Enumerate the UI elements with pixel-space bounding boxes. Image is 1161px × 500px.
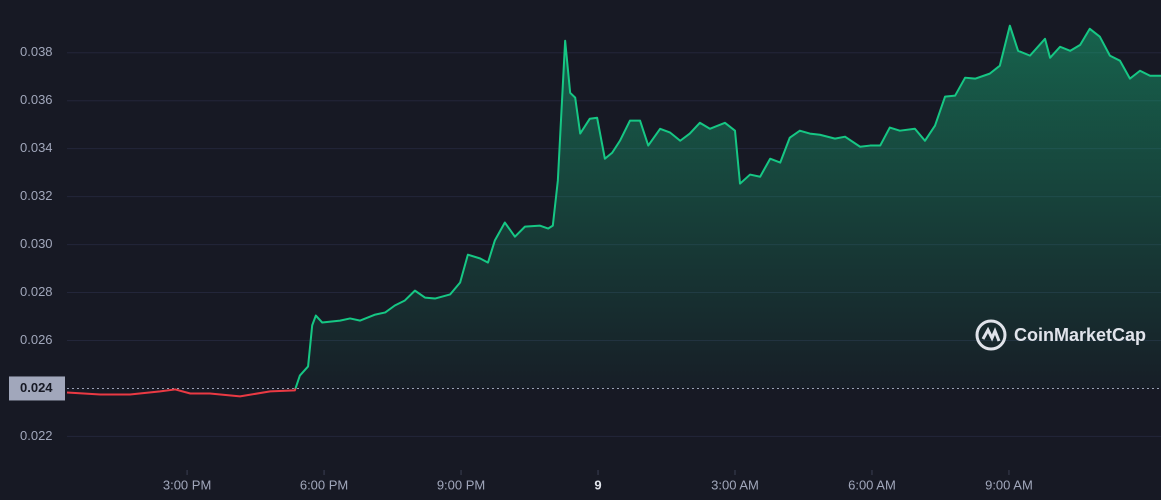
y-tick-label: 0.038: [20, 44, 53, 59]
y-tick-label: 0.030: [20, 236, 53, 251]
x-tick-label: 3:00 PM: [163, 477, 211, 492]
y-tick-label: 0.024: [20, 380, 53, 395]
x-tick-label: 6:00 PM: [300, 477, 348, 492]
x-tick-label: 9:00 AM: [985, 477, 1033, 492]
watermark-logo: [975, 319, 1007, 351]
x-tick-label: 6:00 AM: [848, 477, 896, 492]
price-line: [66, 24, 1161, 398]
x-tick-label: 9: [594, 477, 601, 492]
baseline-label-box: [9, 376, 65, 401]
logo-mark: [981, 326, 1001, 342]
y-tick-label: 0.026: [20, 332, 53, 347]
y-tick-label: 0.032: [20, 188, 53, 203]
price-area: [67, 25, 1161, 389]
y-tick-label: 0.036: [20, 92, 53, 107]
y-tick-label: 0.028: [20, 284, 53, 299]
x-tick-label: 3:00 AM: [711, 477, 759, 492]
y-tick-label: 0.022: [20, 428, 53, 443]
logo-ring: [975, 319, 1007, 351]
watermark: CoinMarketCap: [1014, 325, 1146, 345]
y-tick-label: 0.034: [20, 140, 53, 155]
x-tick-label: 9:00 PM: [437, 477, 485, 492]
